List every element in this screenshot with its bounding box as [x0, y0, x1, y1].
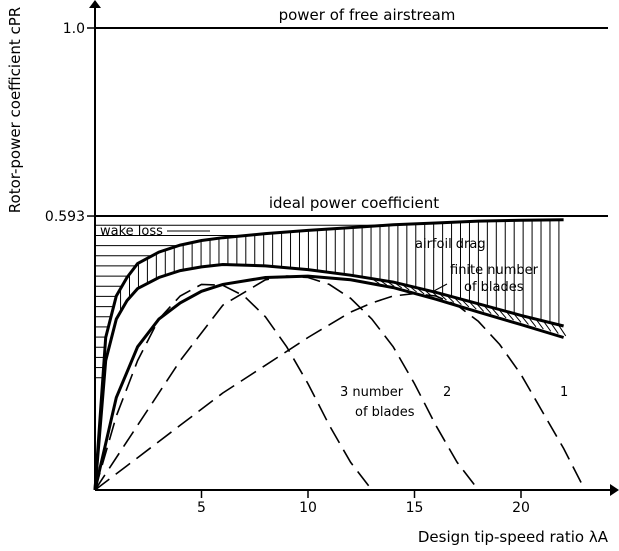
- axis-layer: [89, 0, 619, 496]
- hatch-layer: [95, 219, 567, 379]
- series-5-line: [94, 275, 480, 491]
- curve-layer: [93, 27, 608, 491]
- series-3-line: [93, 274, 565, 491]
- finite-hatch-line: [557, 324, 567, 337]
- label-wake-loss: wake loss: [100, 224, 163, 239]
- label-blades-3: 3 number: [340, 385, 404, 400]
- tick-layer: 5 10 15 20 0.593 1.0: [45, 21, 530, 516]
- label-finite-blades-2: of blades: [464, 280, 524, 295]
- series-6-line: [94, 292, 586, 491]
- x-tick-label-15: 15: [406, 500, 424, 516]
- x-tick-label-10: 10: [299, 500, 317, 516]
- label-blades-1: 1: [560, 385, 568, 400]
- y-tick-label-0: 0.593: [45, 209, 85, 225]
- x-tick-label-20: 20: [512, 500, 530, 516]
- x-axis-arrow-icon: [610, 484, 619, 496]
- y-axis-title: Rotor-power coefficient cPR: [6, 7, 24, 213]
- y-tick-label-1: 1.0: [63, 21, 85, 37]
- label-finite-blades-1: finite number: [450, 263, 539, 278]
- finite-blades-leader: [431, 283, 448, 293]
- label-ideal-coefficient: ideal power coefficient: [269, 194, 439, 212]
- series-1-line: [93, 218, 564, 491]
- x-tick-label-5: 5: [197, 500, 206, 516]
- label-blades-3b: of blades: [355, 405, 415, 420]
- series-2-line: [93, 262, 564, 491]
- label-airfoil-drag: airfoil drag: [415, 237, 486, 252]
- series-4-line: [94, 283, 373, 491]
- label-free-airstream: power of free airstream: [279, 6, 456, 24]
- y-axis-arrow-icon: [89, 0, 101, 8]
- label-blades-2: 2: [443, 385, 451, 400]
- x-axis-title: Design tip-speed ratio λA: [418, 528, 609, 546]
